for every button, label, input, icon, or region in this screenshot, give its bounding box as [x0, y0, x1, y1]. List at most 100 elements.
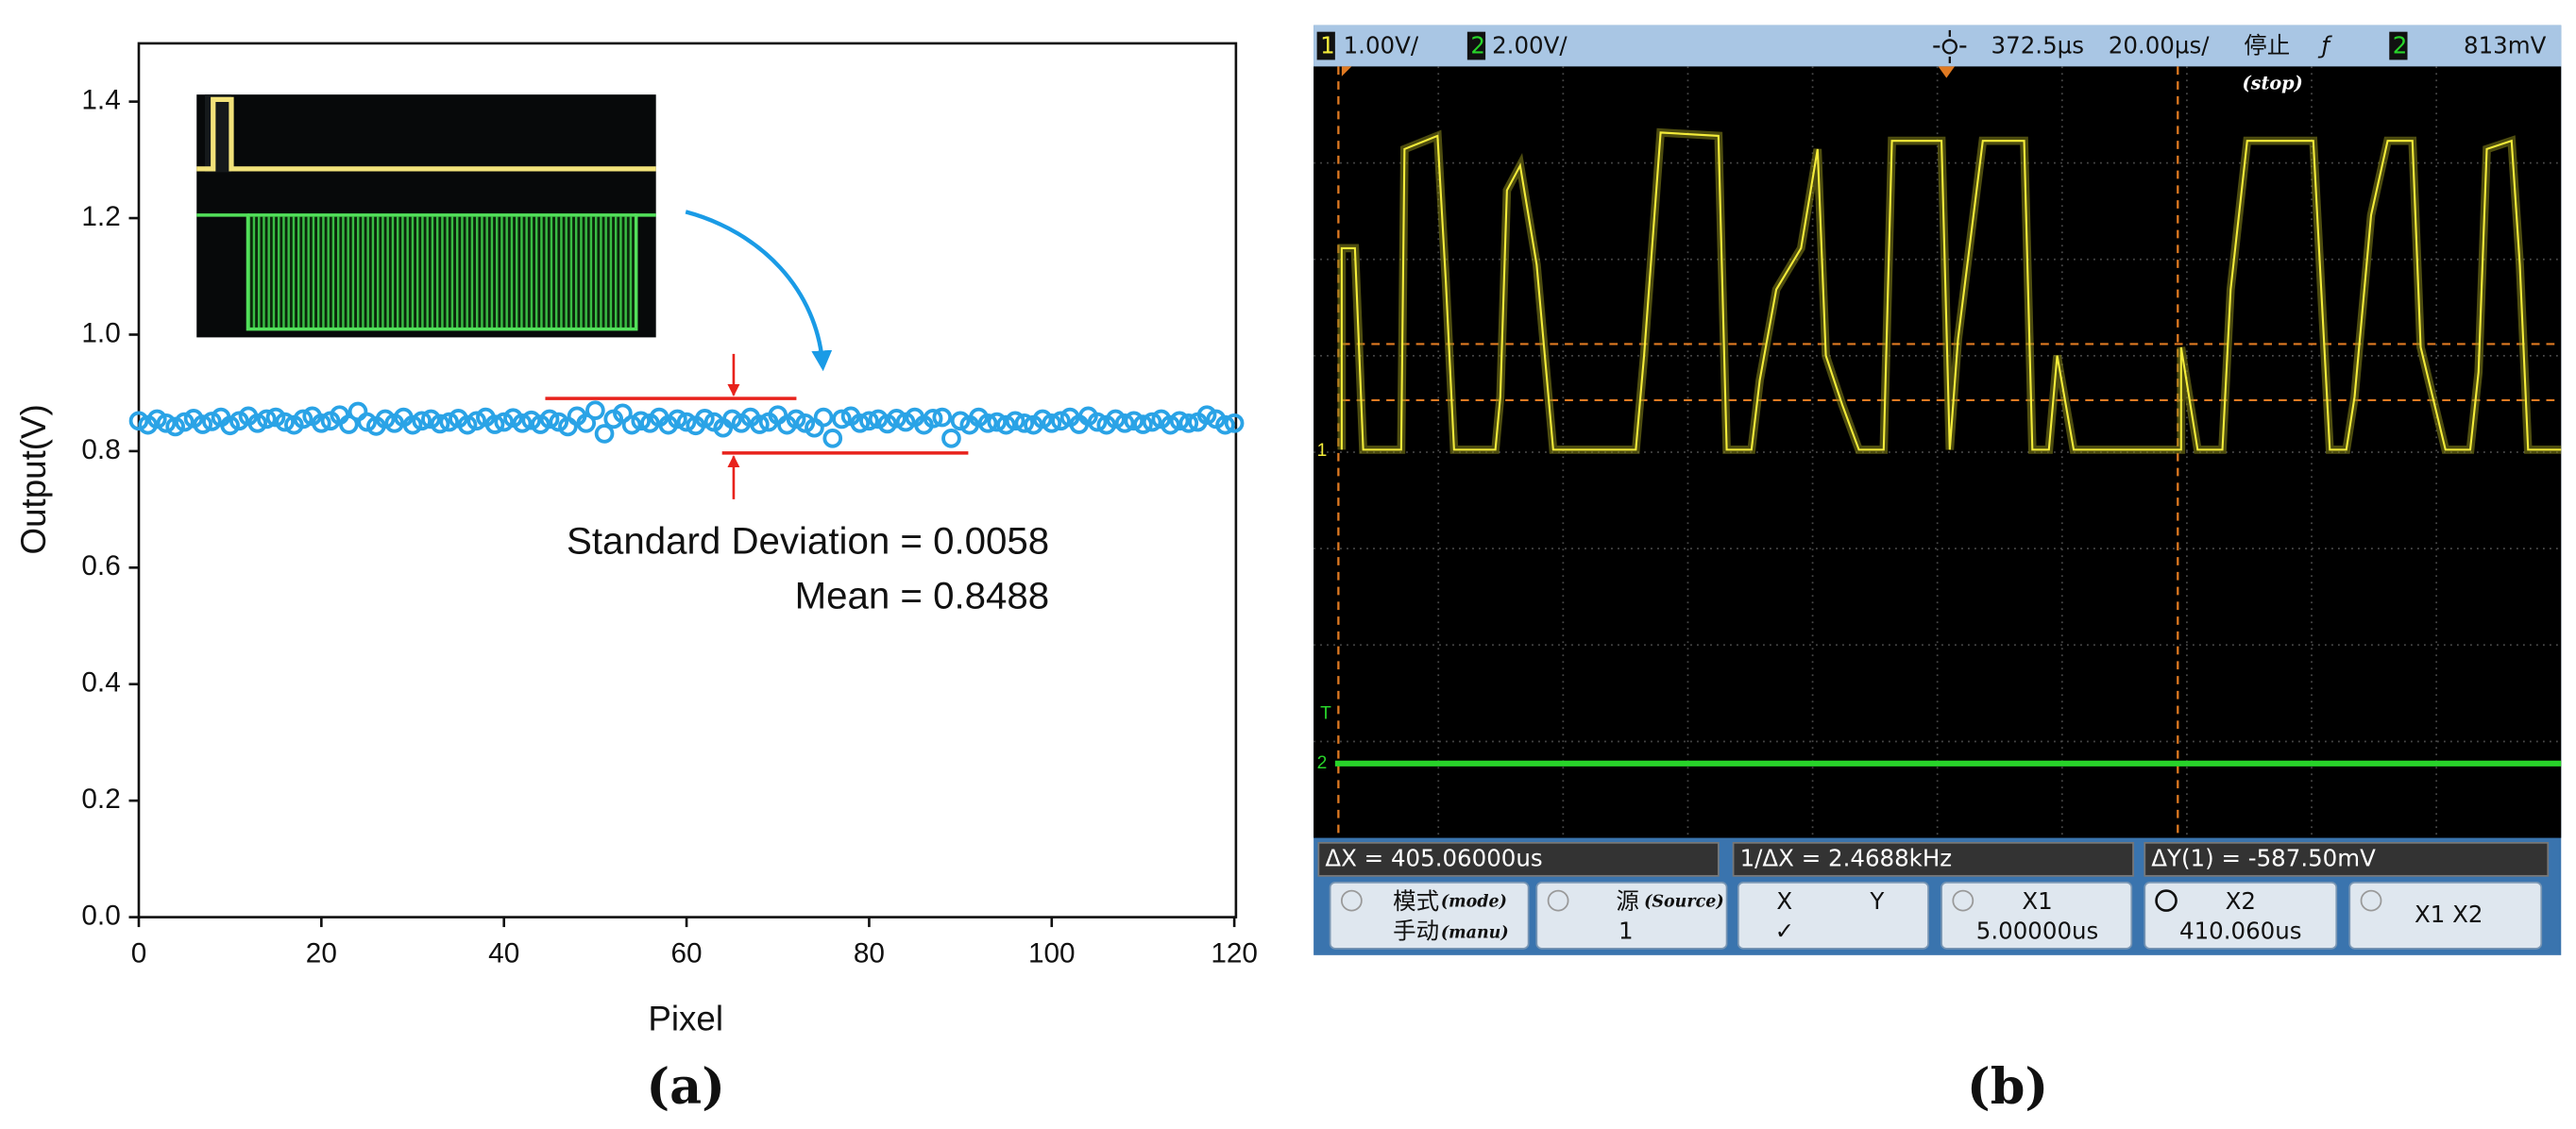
- data-point: [375, 409, 396, 430]
- softkey[interactable]: 源 (Source) 1: [1535, 881, 1728, 950]
- ch1-trace: [1337, 127, 2562, 454]
- x-tick-label: 120: [1211, 938, 1258, 969]
- data-point: [275, 412, 295, 432]
- panel-a: Output(V) Pixel Standard Deviation = 0.0…: [14, 42, 1258, 1116]
- data-point: [539, 409, 560, 430]
- data-point: [923, 409, 943, 429]
- data-point: [1133, 414, 1153, 434]
- trigger-marker: T: [1320, 703, 1331, 723]
- arrow: [685, 210, 833, 372]
- trigger-badge: [2389, 31, 2408, 60]
- y-tick-label: 0.2: [81, 784, 120, 815]
- data-point: [1106, 409, 1126, 430]
- data-point: [128, 411, 149, 431]
- data-point: [832, 409, 852, 430]
- softkey-note: (Source): [1644, 892, 1724, 911]
- data-point: [859, 411, 879, 431]
- data-point: [1114, 413, 1135, 433]
- softkey-value: 1: [1618, 917, 1634, 944]
- trigger-level: 813mV: [2464, 31, 2547, 59]
- ch1-badge: [1316, 31, 1335, 60]
- data-point: [950, 411, 971, 431]
- data-point: [786, 409, 806, 430]
- softkey[interactable]: X1 X2: [2348, 881, 2543, 950]
- softkey-label: X: [1776, 887, 1792, 915]
- data-point: [247, 413, 267, 433]
- ch1-scale: 1.00V/: [1344, 31, 1419, 59]
- data-point: [813, 407, 834, 428]
- data-point: [146, 409, 167, 430]
- data-point: [585, 400, 605, 421]
- y-tick-label: 1.0: [81, 317, 120, 348]
- data-point: [494, 412, 515, 432]
- x-tick-label: 60: [671, 938, 703, 969]
- softkey-label: 源: [1616, 887, 1639, 915]
- delay: 372.5µs: [1991, 31, 2084, 59]
- data-point: [822, 429, 843, 448]
- trigger-source: 2: [2393, 31, 2408, 59]
- ch2-scale: 2.00V/: [1492, 31, 1568, 59]
- data-point: [1161, 414, 1180, 435]
- x-tick-label: 80: [854, 938, 885, 969]
- run-state: 停止: [2244, 31, 2290, 59]
- data-point: [193, 414, 212, 434]
- x-tick-label: 100: [1028, 938, 1076, 969]
- data-point: [1224, 413, 1245, 433]
- softkey[interactable]: 模式 (mode) 手动 (manu): [1329, 881, 1530, 950]
- data-point: [1178, 413, 1199, 433]
- data-point: [668, 409, 687, 430]
- delay-marker: [1938, 66, 1956, 78]
- data-point: [1196, 405, 1217, 425]
- softkey-label: X2: [2226, 887, 2256, 915]
- softkey-value: ✓: [1775, 917, 1795, 944]
- softkey-label: X1: [2022, 887, 2052, 915]
- y-tick-label: 1.2: [81, 201, 120, 232]
- ch2-marker: 2: [1317, 753, 1328, 773]
- data-point: [1215, 414, 1235, 435]
- timebase: 20.00µs/: [2109, 31, 2210, 59]
- readout: ΔX = 405.06000us: [1325, 844, 1542, 871]
- softkey-value: 410.060us: [2179, 917, 2302, 944]
- data-point: [722, 409, 742, 430]
- softkey[interactable]: X Y ✓: [1737, 881, 1929, 950]
- y-tick-label: 1.4: [81, 84, 120, 115]
- delay-icon: [1933, 29, 1967, 63]
- data-point: [175, 412, 195, 432]
- y-tick-label: 0.6: [81, 550, 120, 581]
- data-point: [1087, 412, 1108, 432]
- softkey[interactable]: X1 5.00000us: [1940, 881, 2133, 950]
- panel-label: (a): [646, 1058, 725, 1116]
- data-point: [257, 409, 277, 430]
- trigger-slope: ƒ: [2318, 31, 2333, 59]
- x-tick-label: 0: [131, 938, 147, 969]
- data-point: [457, 414, 478, 435]
- softkey-label: X1 X2: [2415, 901, 2483, 928]
- y-tick-label: 0.4: [81, 667, 120, 699]
- data-point: [347, 401, 368, 422]
- softkey[interactable]: X2 410.060us: [2144, 881, 2338, 950]
- data-point: [1124, 411, 1144, 431]
- panel-b: 1 2 T 1 1.00V/ 2 2.00V/ 372.5µs 20.00µs/…: [1313, 25, 2562, 1116]
- data-point: [512, 413, 533, 433]
- data-point: [312, 413, 331, 433]
- data-point: [887, 409, 907, 429]
- data-point: [1032, 409, 1053, 430]
- y-tick-label: 0.8: [81, 434, 120, 465]
- data-point: [1051, 411, 1071, 431]
- data-point: [987, 412, 1008, 432]
- x-axis-label: Pixel: [648, 1000, 723, 1038]
- data-point: [339, 414, 359, 434]
- data-point: [1005, 411, 1025, 431]
- data-point: [676, 412, 697, 432]
- data-point: [576, 413, 597, 433]
- x-tick-label: 40: [488, 938, 519, 969]
- softkey-label: 模式: [1393, 887, 1439, 915]
- readout: ΔY(1) = -587.50mV: [2151, 844, 2376, 871]
- y-tick-label: 0.0: [81, 900, 120, 931]
- deviation-marker: [545, 353, 969, 499]
- data-point: [521, 410, 542, 430]
- ch2-number: 2: [1470, 31, 1485, 59]
- run-state-note: (stop): [2243, 73, 2303, 94]
- softkey-value: 手动: [1393, 917, 1439, 944]
